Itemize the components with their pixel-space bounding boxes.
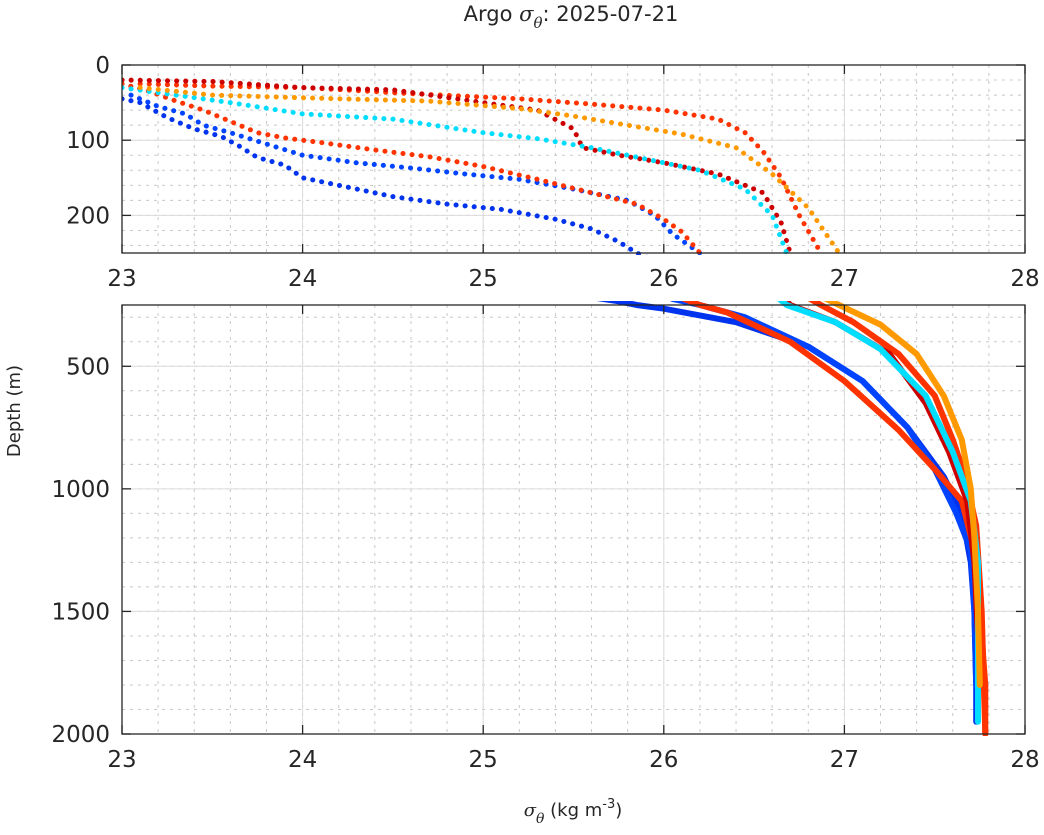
- series-layer: [122, 77, 989, 736]
- profile-blue-1-upper: [122, 96, 648, 255]
- x-tick-label: 24: [288, 266, 317, 292]
- x-tick-label: 23: [107, 266, 136, 292]
- profile-orange-lower: [823, 301, 983, 688]
- x-tick-label: 27: [830, 747, 859, 773]
- profile-red-orange-2-upper: [137, 81, 824, 255]
- x-tick-label: 26: [649, 747, 678, 773]
- profile-dark-red-upper: [122, 77, 793, 255]
- y-tick-label: 200: [66, 203, 110, 229]
- profile-cyan-lower: [777, 301, 981, 725]
- profile-blue-1-lower: [596, 301, 980, 725]
- profile-orange-upper: [137, 85, 842, 255]
- x-axis-label: σθ (kg m-3): [524, 797, 623, 827]
- x-tick-label: 26: [649, 266, 678, 292]
- axes-box-lower: [121, 304, 1026, 735]
- x-tick-label: 25: [469, 747, 498, 773]
- y-tick-label: 100: [66, 128, 110, 154]
- profile-blue-2-upper: [128, 92, 707, 255]
- profile-red-orange-1-upper: [122, 81, 707, 255]
- panel-lower-series: [596, 301, 989, 736]
- y-tick-label: 2000: [51, 722, 110, 748]
- x-tick-label: 28: [1010, 266, 1039, 292]
- profile-cyan-upper: [122, 85, 790, 255]
- x-tick-label: 28: [1010, 747, 1039, 773]
- axes-layer: 23 24 25 26 27 28 0 100 200 23 24 25 26 27 28 500 1000 15…: [51, 53, 1039, 773]
- chart-title: Argo σθ: 2025-07-21: [464, 2, 679, 32]
- y-tick-label: 500: [66, 354, 110, 380]
- x-tick-label: 27: [830, 266, 859, 292]
- panel-upper-series: [122, 77, 842, 255]
- y-tick-label: 1500: [51, 599, 110, 625]
- x-tick-label: 24: [288, 747, 317, 773]
- x-tick-label: 23: [107, 747, 136, 773]
- x-tick-label: 25: [469, 266, 498, 292]
- y-axis-label: Depth (m): [4, 365, 25, 457]
- axes-box-upper: [121, 64, 1026, 254]
- grid-layer: [121, 64, 1026, 735]
- y-tick-label: 1000: [51, 477, 110, 503]
- y-tick-label: 0: [95, 53, 110, 79]
